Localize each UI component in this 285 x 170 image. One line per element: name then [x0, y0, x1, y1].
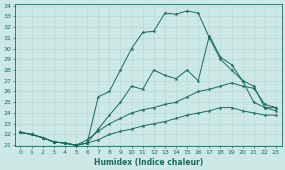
X-axis label: Humidex (Indice chaleur): Humidex (Indice chaleur): [93, 158, 203, 167]
